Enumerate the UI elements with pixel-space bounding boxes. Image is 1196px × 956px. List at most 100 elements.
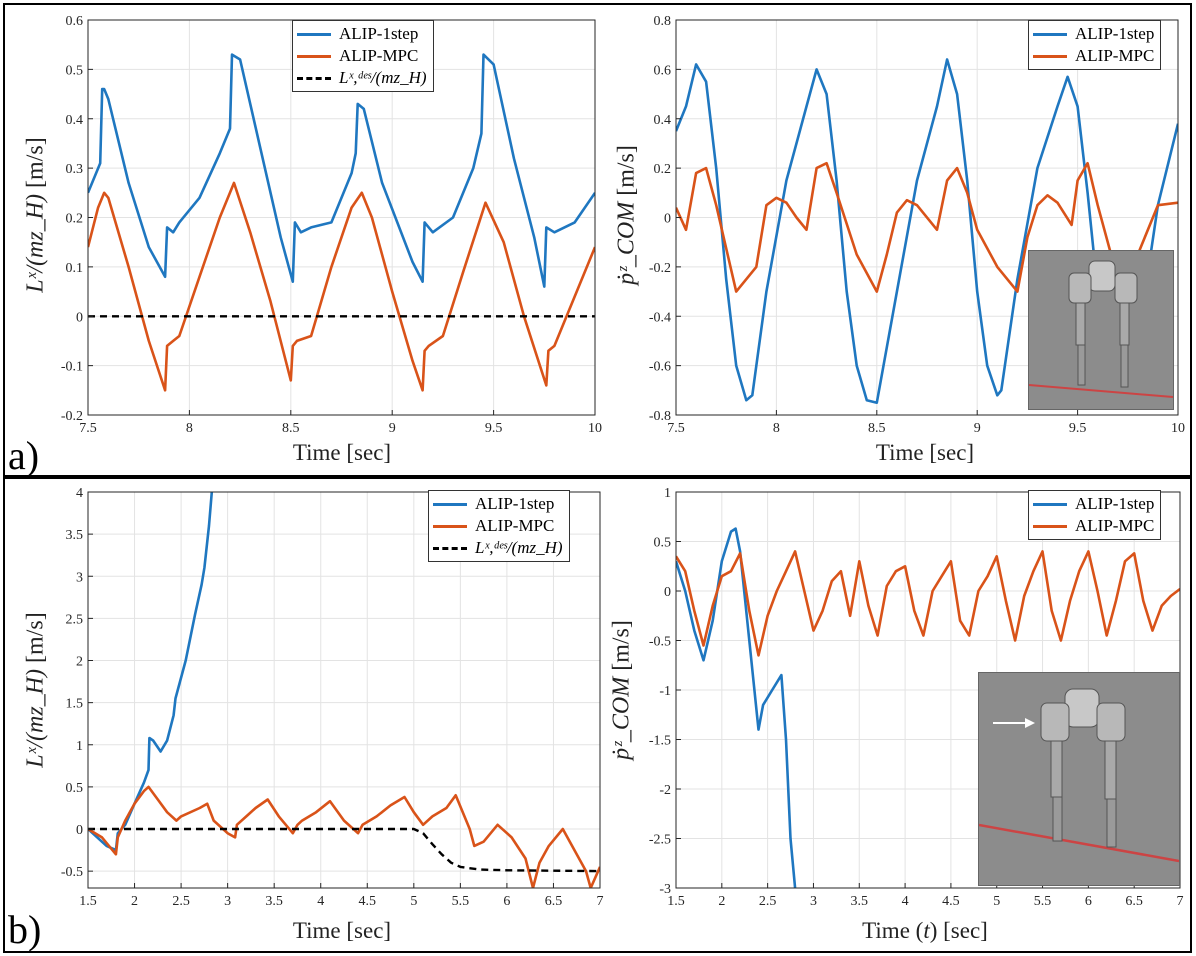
robot-thigh-right xyxy=(1119,302,1130,346)
series-line-alip-1step xyxy=(676,58,1178,405)
series-line-alip-1step xyxy=(88,53,595,288)
series-line-alip-mpc xyxy=(88,785,600,888)
x-tick-label: 6.5 xyxy=(545,894,563,909)
robot-hip-right xyxy=(1096,702,1126,742)
x-tick-label: 2.5 xyxy=(172,894,190,909)
x-tick-label: 6.5 xyxy=(1125,894,1143,909)
legend-swatch-blue xyxy=(433,502,467,506)
legend-swatch-blue xyxy=(297,32,331,36)
y-tick-label: 0.4 xyxy=(654,113,672,128)
x-tick-label: 3.5 xyxy=(265,894,283,909)
series-line-alip-mpc xyxy=(676,161,1178,293)
y-tick-label: 0.3 xyxy=(66,162,84,177)
y-tick-label: 0 xyxy=(76,310,83,325)
robot-shin-left xyxy=(1052,796,1063,842)
legend-entry-alip-1step: ALIP-1step xyxy=(297,23,427,45)
y-tick-label: 0 xyxy=(664,585,671,600)
panel-a-frame xyxy=(3,3,1192,477)
robot-hip-right xyxy=(1114,272,1138,304)
y-tick-label: -0.6 xyxy=(649,360,671,375)
series-line-alip-mpc xyxy=(676,550,1180,657)
legend-swatch-blue xyxy=(1033,502,1067,506)
y-tick-label: 2.5 xyxy=(66,612,84,627)
legend-swatch-orange xyxy=(1033,54,1067,58)
a-right-legend: ALIP-1step ALIP-MPC xyxy=(1028,20,1162,70)
y-tick-label: 0.6 xyxy=(66,14,84,29)
x-tick-label: 3.5 xyxy=(851,894,869,909)
y-tick-label: 4 xyxy=(76,486,83,501)
y-tick-label: -0.2 xyxy=(61,409,83,424)
y-tick-label: 2 xyxy=(76,655,83,670)
x-tick-label: 9 xyxy=(974,421,981,436)
y-tick-label: 0.5 xyxy=(66,781,84,796)
x-tick-label: 5.5 xyxy=(1034,894,1052,909)
b-left-legend: ALIP-1step ALIP-MPC Lˣ,ᵈᵉˢ/(mz_H) xyxy=(428,490,570,562)
a-right-xlabel: Time [sec] xyxy=(875,440,975,465)
y-tick-label: -0.1 xyxy=(61,360,83,375)
x-tick-label: 4.5 xyxy=(359,894,377,909)
robot-sim-inset-b xyxy=(978,672,1180,886)
y-tick-label: 1 xyxy=(76,739,83,754)
y-tick-label: -0.5 xyxy=(649,635,671,650)
x-tick-label: 8 xyxy=(186,421,193,436)
series-line-alip-mpc xyxy=(88,181,595,392)
x-tick-label: 2 xyxy=(718,894,725,909)
x-tick-label: 9.5 xyxy=(485,421,503,436)
b-right-xlabel: Time (t) [sec] xyxy=(862,918,988,943)
robot-thigh-right xyxy=(1104,740,1117,800)
x-tick-label: 8.5 xyxy=(868,421,886,436)
x-tick-label: 8.5 xyxy=(282,421,300,436)
x-tick-label: 10 xyxy=(1171,421,1185,436)
robot-thigh-left xyxy=(1075,302,1086,346)
y-tick-label: -0.2 xyxy=(649,261,671,276)
y-tick-label: 0.1 xyxy=(66,261,84,276)
ground-line xyxy=(979,823,1179,863)
y-tick-label: -1.5 xyxy=(649,734,671,749)
b-left-ylabel: Lˣ/(mz_H) [m/s] xyxy=(22,612,49,768)
y-tick-label: 1.5 xyxy=(66,697,84,712)
y-tick-label: -2.5 xyxy=(649,833,671,848)
panel-a-label: a) xyxy=(8,433,40,478)
y-tick-label: 0.5 xyxy=(66,63,84,78)
robot-illustration xyxy=(1029,260,1173,398)
x-tick-label: 10 xyxy=(588,421,602,436)
legend-swatch-blue xyxy=(1033,32,1067,36)
robot-shin-left xyxy=(1077,344,1086,386)
x-tick-label: 4 xyxy=(317,894,324,909)
x-tick-label: 6 xyxy=(1085,894,1092,909)
a-left-ylabel: Lˣ/(mz_H) [m/s] xyxy=(22,137,49,293)
robot-shin-right xyxy=(1120,344,1129,388)
x-tick-label: 5 xyxy=(993,894,1000,909)
robot-torso xyxy=(1088,260,1116,292)
y-tick-label: 0.5 xyxy=(654,536,672,551)
y-tick-label: -3 xyxy=(659,882,671,897)
legend-entry-alip-mpc: ALIP-MPC xyxy=(297,45,427,67)
legend-swatch-orange xyxy=(433,524,467,528)
ground-line xyxy=(1029,384,1173,398)
legend-swatch-orange xyxy=(297,54,331,58)
series-line-alip-1step xyxy=(676,527,797,888)
x-tick-label: 3 xyxy=(224,894,231,909)
y-tick-label: 1 xyxy=(664,486,671,501)
a-right-ylabel: ṗᶻ_COM [m/s] xyxy=(613,145,640,285)
x-tick-label: 6 xyxy=(503,894,510,909)
legend-entry-alip-mpc: ALIP-MPC xyxy=(1033,45,1154,67)
x-tick-label: 7.5 xyxy=(79,421,97,436)
b-left-xlabel: Time [sec] xyxy=(292,918,392,943)
legend-entry-alip-1step: ALIP-1step xyxy=(1033,23,1154,45)
y-tick-label: 0.2 xyxy=(654,162,672,177)
y-tick-label: -2 xyxy=(659,783,671,798)
y-tick-label: 3 xyxy=(76,570,83,585)
a-left-xlabel: Time [sec] xyxy=(292,440,392,465)
push-arrow-icon xyxy=(1025,718,1035,728)
legend-entry-desired: Lˣ,ᵈᵉˢ/(mz_H) xyxy=(433,537,563,559)
y-tick-label: 3.5 xyxy=(66,528,84,543)
x-tick-label: 4.5 xyxy=(942,894,960,909)
robot-shin-right xyxy=(1106,798,1117,848)
robot-torso xyxy=(1064,688,1100,728)
panel-b-frame xyxy=(3,477,1192,953)
robot-illustration xyxy=(979,688,1179,863)
x-tick-label: 2 xyxy=(131,894,138,909)
y-tick-label: -0.5 xyxy=(61,865,83,880)
